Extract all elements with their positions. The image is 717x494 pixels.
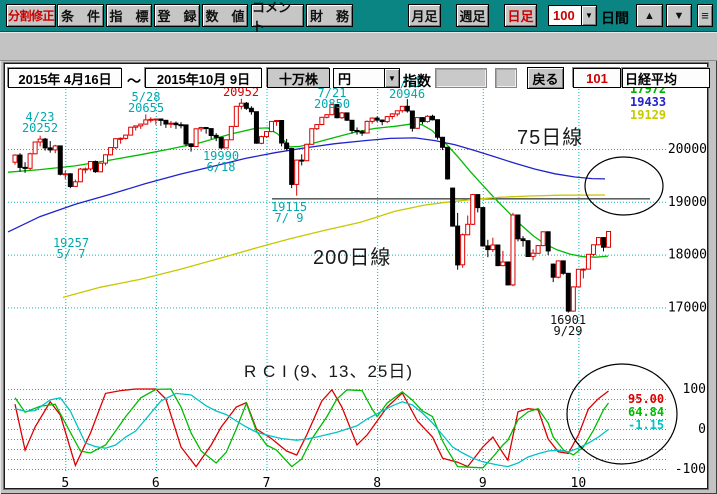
svg-text:19990: 19990 [203, 149, 239, 163]
weekly-chart-button[interactable]: 週足 [456, 4, 489, 27]
svg-text:20000: 20000 [668, 142, 707, 157]
svg-text:17000: 17000 [668, 300, 707, 315]
menu-button[interactable]: ≡ [697, 4, 713, 27]
svg-text:20946: 20946 [389, 87, 425, 101]
svg-text:5/28: 5/28 [132, 90, 161, 104]
svg-text:75日線: 75日線 [517, 126, 583, 149]
svg-text:0: 0 [698, 422, 706, 437]
date-from-field[interactable]: 2015年 4月16日 [8, 68, 122, 88]
condition-button[interactable]: 条 件 [57, 4, 104, 27]
bar-count-select[interactable]: 100 ▼ [548, 5, 597, 26]
currency-select[interactable]: 円 ▼ [333, 68, 400, 88]
svg-text:9/29: 9/29 [554, 324, 583, 338]
svg-text:-100: -100 [675, 462, 706, 477]
scroll-down-button[interactable]: ▼ [666, 4, 692, 27]
svg-text:16901: 16901 [550, 313, 586, 327]
volume-unit-box: 十万株 [267, 68, 330, 88]
svg-text:200日線: 200日線 [313, 246, 391, 269]
svg-text:100: 100 [683, 382, 706, 397]
currency-value: 円 [338, 71, 352, 87]
svg-text:R C I (9、13、25日): R C I (9、13、25日) [244, 362, 413, 381]
svg-text:6/18: 6/18 [207, 160, 236, 174]
bar-count-dropdown-icon[interactable]: ▼ [581, 6, 596, 25]
svg-text:19129: 19129 [630, 108, 666, 122]
scroll-up-button[interactable]: ▲ [636, 4, 663, 27]
date-range-tilde: ～ [127, 73, 141, 89]
register-button[interactable]: 登 録 [154, 4, 200, 27]
svg-text:20850: 20850 [314, 97, 350, 111]
empty-box-1 [435, 68, 487, 88]
span-unit-label: 日間 [601, 10, 629, 26]
sub-toolbar: 2015年 4月16日 ～ 2015年10月 9日 十万株 円 ▼ 指数 戻る … [0, 32, 717, 89]
svg-text:19257: 19257 [53, 236, 89, 250]
back-button[interactable]: 戻る [527, 67, 564, 89]
stock-name-field[interactable]: 日経平均 [622, 68, 710, 88]
daily-chart-button[interactable]: 日足 [504, 4, 537, 27]
numeric-button[interactable]: 数 値 [202, 4, 248, 27]
date-to-field[interactable]: 2015年10月 9日 [145, 68, 262, 88]
financial-button[interactable]: 財 務 [306, 4, 353, 27]
svg-text:4/23: 4/23 [26, 110, 55, 124]
split-adjust-button[interactable]: 分割修正 [6, 4, 56, 27]
comment-button[interactable]: コメント [251, 0, 304, 34]
svg-text:19433: 19433 [630, 95, 666, 109]
svg-text:7/ 9: 7/ 9 [275, 211, 304, 225]
svg-text:20655: 20655 [128, 101, 164, 115]
svg-text:20252: 20252 [22, 121, 58, 135]
monthly-chart-button[interactable]: 月足 [408, 4, 441, 27]
currency-dropdown-icon[interactable]: ▼ [384, 69, 399, 87]
indicator-button[interactable]: 指 標 [106, 4, 152, 27]
svg-text:18000: 18000 [668, 248, 707, 263]
index-label: 指数 [403, 73, 431, 89]
svg-text:10: 10 [571, 476, 587, 491]
svg-text:5/ 7: 5/ 7 [57, 247, 86, 261]
bar-count-value: 100 [553, 8, 575, 23]
svg-text:64.84: 64.84 [628, 405, 664, 419]
svg-text:20952: 20952 [223, 85, 259, 99]
main-toolbar: 分割修正 条 件 指 標 登 録 数 値 コメント 財 務 月足 週足 日足 1… [0, 0, 717, 34]
svg-text:19000: 19000 [668, 195, 707, 210]
svg-text:9: 9 [479, 476, 487, 491]
svg-text:7: 7 [263, 476, 271, 491]
svg-text:6: 6 [152, 476, 160, 491]
empty-box-2 [495, 68, 517, 88]
svg-text:95.00: 95.00 [628, 392, 664, 406]
stock-code-field[interactable]: 101 [573, 68, 621, 88]
svg-text:7/21: 7/21 [318, 86, 347, 100]
svg-text:19115: 19115 [271, 200, 307, 214]
svg-text:5: 5 [61, 476, 69, 491]
svg-text:-1.15: -1.15 [628, 418, 664, 432]
svg-text:8: 8 [373, 476, 381, 491]
